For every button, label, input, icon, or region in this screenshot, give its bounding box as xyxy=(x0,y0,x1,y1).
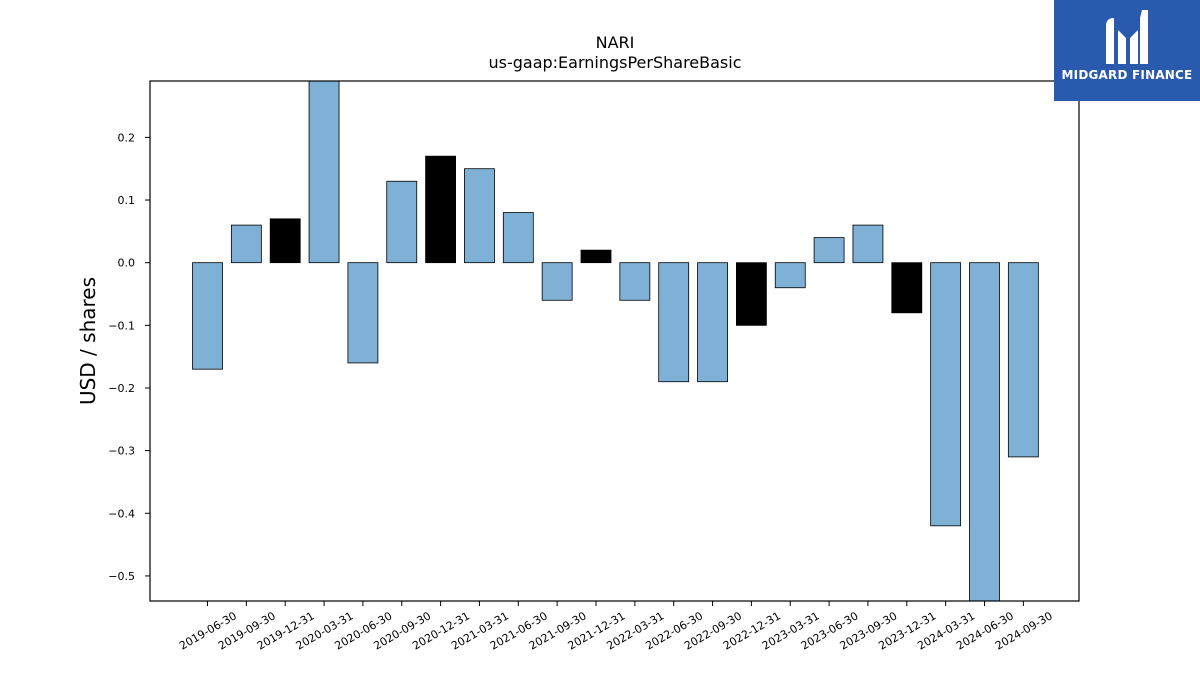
y-tick-label: −0.2 xyxy=(108,382,135,395)
bar-2019-09-30 xyxy=(230,224,262,264)
bar-2023-06-30 xyxy=(813,237,845,264)
y-axis-label: USD / shares xyxy=(76,277,100,405)
bar-2023-09-30 xyxy=(852,224,884,264)
bar-2022-06-30 xyxy=(658,262,690,383)
midgard-logo-icon xyxy=(1106,10,1148,64)
chart-title: NARI xyxy=(596,33,635,52)
y-tick-label: −0.5 xyxy=(108,570,135,583)
bar-2023-12-31 xyxy=(891,262,923,314)
y-tick-label: −0.4 xyxy=(108,507,135,520)
bar-2019-06-30 xyxy=(192,262,223,370)
bar-2021-06-30 xyxy=(502,212,534,264)
bar-2022-09-30 xyxy=(697,262,728,383)
logo-text: MIDGARD FINANCE xyxy=(1061,68,1193,82)
y-axis: 0.2 0.1 0.0 −0.1 −0.2 −0.3 −0.4 −0.5 xyxy=(108,131,150,583)
bar-2021-03-31 xyxy=(464,168,495,264)
chart-subtitle: us-gaap:EarningsPerShareBasic xyxy=(488,53,741,72)
y-tick-label: 0.1 xyxy=(118,194,136,207)
y-tick-label: −0.1 xyxy=(108,319,135,332)
y-tick-label: 0.2 xyxy=(118,131,136,144)
y-tick-label: −0.3 xyxy=(108,445,135,458)
bar-2020-09-30 xyxy=(386,180,418,264)
bar-2020-03-31 xyxy=(308,80,340,264)
y-tick-label: 0.0 xyxy=(118,257,136,270)
bar-2022-03-31 xyxy=(619,262,651,301)
brand-logo: MIDGARD FINANCE xyxy=(1054,0,1200,101)
bar-2020-06-30 xyxy=(347,262,379,364)
plot-frame xyxy=(149,80,1080,602)
bar-2024-03-31 xyxy=(930,262,962,527)
bar-2024-09-30 xyxy=(1007,262,1039,458)
bar-2022-12-31 xyxy=(736,262,767,326)
bar-2019-12-31 xyxy=(269,218,301,264)
bar-2020-12-31 xyxy=(425,155,457,264)
x-axis: 2019-06-302019-09-302019-12-312020-03-31… xyxy=(177,601,1055,653)
bars-group xyxy=(192,80,1039,602)
bar-2023-03-31 xyxy=(774,262,806,289)
bar-2024-06-30 xyxy=(969,262,1000,602)
bar-2021-12-31 xyxy=(580,249,612,264)
bar-2021-09-30 xyxy=(541,262,573,301)
